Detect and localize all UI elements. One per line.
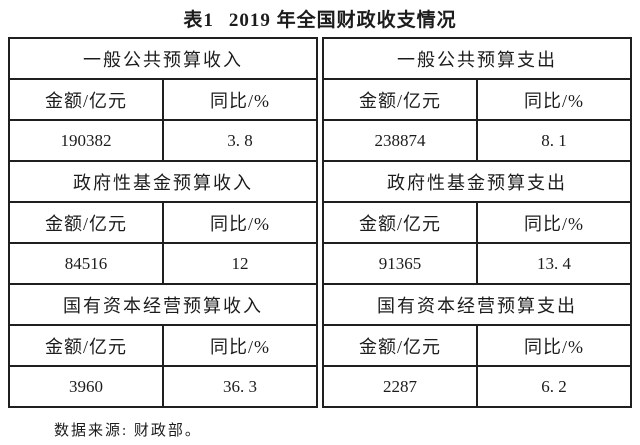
amount-header-cell: 金额/亿元 xyxy=(8,324,164,367)
table-row: 国有资本经营预算收入 xyxy=(8,283,318,326)
table-row: 金额/亿元 同比/% xyxy=(322,324,632,367)
yoy-header-cell: 同比/% xyxy=(476,78,632,121)
expenditure-table: 一般公共预算支出 金额/亿元 同比/% 238874 8. 1 政府性基金预算支… xyxy=(322,37,632,408)
section-header-cell: 国有资本经营预算收入 xyxy=(8,283,318,326)
amount-header-cell: 金额/亿元 xyxy=(8,78,164,121)
table-title: 表1 2019 年全国财政收支情况 xyxy=(0,0,640,37)
fiscal-table: 一般公共预算收入 金额/亿元 同比/% 190382 3. 8 政府性基金预算收… xyxy=(0,37,640,408)
amount-value-cell: 2287 xyxy=(322,365,478,408)
data-source-note: 数据来源: 财政部。 xyxy=(54,423,202,439)
amount-header-cell: 金额/亿元 xyxy=(322,324,478,367)
revenue-table: 一般公共预算收入 金额/亿元 同比/% 190382 3. 8 政府性基金预算收… xyxy=(8,37,318,408)
table-row: 金额/亿元 同比/% xyxy=(8,324,318,367)
yoy-value-cell: 6. 2 xyxy=(476,365,632,408)
table-row: 金额/亿元 同比/% xyxy=(8,78,318,121)
yoy-header-cell: 同比/% xyxy=(476,201,632,244)
section-header-cell: 国有资本经营预算支出 xyxy=(322,283,632,326)
amount-value-cell: 91365 xyxy=(322,242,478,285)
amount-value-cell: 3960 xyxy=(8,365,164,408)
table-row: 190382 3. 8 xyxy=(8,119,318,162)
yoy-header-cell: 同比/% xyxy=(162,324,318,367)
table-row: 金额/亿元 同比/% xyxy=(8,201,318,244)
section-header-cell: 一般公共预算收入 xyxy=(8,37,318,80)
table-row: 政府性基金预算支出 xyxy=(322,160,632,203)
amount-header-cell: 金额/亿元 xyxy=(322,78,478,121)
amount-header-cell: 金额/亿元 xyxy=(8,201,164,244)
table-row: 金额/亿元 同比/% xyxy=(322,78,632,121)
amount-value-cell: 190382 xyxy=(8,119,164,162)
amount-value-cell: 84516 xyxy=(8,242,164,285)
yoy-header-cell: 同比/% xyxy=(162,78,318,121)
table-row: 国有资本经营预算支出 xyxy=(322,283,632,326)
table-row: 2287 6. 2 xyxy=(322,365,632,408)
table-row: 政府性基金预算收入 xyxy=(8,160,318,203)
table-row: 3960 36. 3 xyxy=(8,365,318,408)
table-row: 一般公共预算收入 xyxy=(8,37,318,80)
section-header-cell: 政府性基金预算支出 xyxy=(322,160,632,203)
yoy-header-cell: 同比/% xyxy=(476,324,632,367)
yoy-value-cell: 8. 1 xyxy=(476,119,632,162)
table-row: 一般公共预算支出 xyxy=(322,37,632,80)
yoy-value-cell: 12 xyxy=(162,242,318,285)
table-row: 238874 8. 1 xyxy=(322,119,632,162)
table-title-text: 2019 年全国财政收支情况 xyxy=(228,10,457,31)
section-header-cell: 一般公共预算支出 xyxy=(322,37,632,80)
yoy-header-cell: 同比/% xyxy=(162,201,318,244)
table-row: 84516 12 xyxy=(8,242,318,285)
yoy-value-cell: 3. 8 xyxy=(162,119,318,162)
amount-value-cell: 238874 xyxy=(322,119,478,162)
table-row: 金额/亿元 同比/% xyxy=(322,201,632,244)
amount-header-cell: 金额/亿元 xyxy=(322,201,478,244)
table-number: 表1 xyxy=(183,10,214,31)
yoy-value-cell: 36. 3 xyxy=(162,365,318,408)
table-row: 91365 13. 4 xyxy=(322,242,632,285)
yoy-value-cell: 13. 4 xyxy=(476,242,632,285)
section-header-cell: 政府性基金预算收入 xyxy=(8,160,318,203)
